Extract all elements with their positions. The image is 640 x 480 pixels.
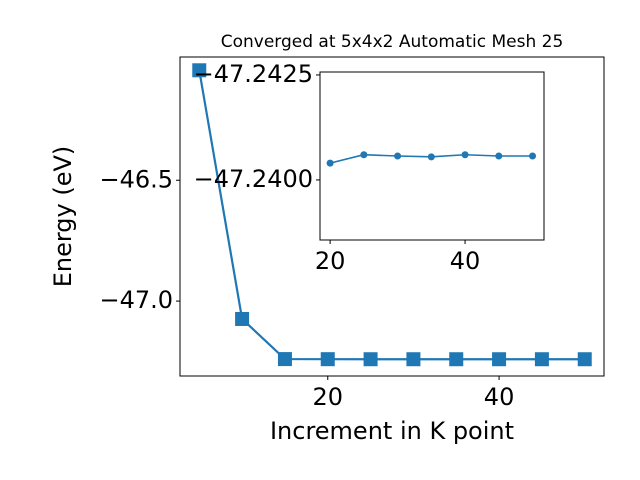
x-tick-label: 20	[312, 383, 343, 411]
chart-title: Converged at 5x4x2 Automatic Mesh 25	[221, 32, 564, 52]
marker	[449, 352, 464, 367]
marker	[492, 352, 507, 367]
y-tick-label: −46.5	[99, 165, 173, 193]
marker	[320, 352, 335, 367]
marker	[427, 153, 435, 161]
marker	[394, 152, 402, 160]
x-axis-label: Increment in K point	[270, 417, 514, 445]
marker	[277, 352, 292, 367]
marker	[529, 152, 537, 160]
y-tick-label: −47.0	[99, 286, 173, 314]
marker	[461, 151, 469, 159]
marker	[235, 311, 250, 326]
x-tick-label: 40	[484, 383, 515, 411]
marker	[406, 352, 421, 367]
marker	[577, 352, 592, 367]
marker	[534, 352, 549, 367]
marker	[360, 151, 368, 159]
marker	[326, 159, 334, 167]
marker	[192, 63, 207, 78]
y-tick-label: −47.2425	[194, 60, 313, 88]
marker	[363, 352, 378, 367]
data-line	[198, 70, 585, 361]
y-axis-label: Energy (eV)	[49, 146, 77, 288]
y-tick-label: −47.2400	[194, 165, 313, 193]
x-tick-label: 20	[315, 247, 346, 275]
x-tick-label: 40	[450, 247, 481, 275]
marker	[495, 152, 503, 160]
